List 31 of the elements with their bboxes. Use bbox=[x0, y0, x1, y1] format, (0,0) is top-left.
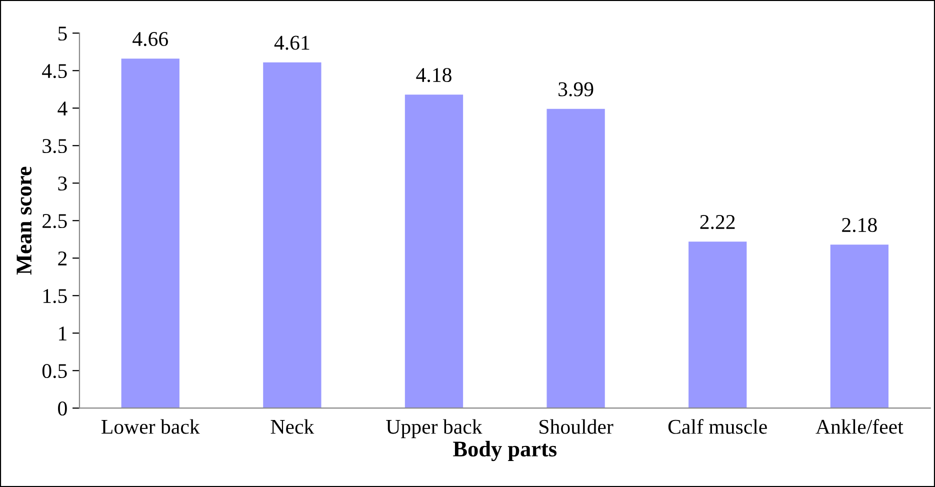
y-tick-label: 0.5 bbox=[42, 364, 67, 378]
y-tick-label: 5 bbox=[58, 26, 67, 41]
x-axis-title: Body parts bbox=[453, 440, 557, 462]
y-tick-label: 0 bbox=[58, 401, 67, 416]
x-tick-label: Shoulder bbox=[540, 419, 614, 434]
data-label: 4.18 bbox=[416, 68, 452, 82]
x-tick-label: Ankle/feet bbox=[816, 419, 904, 434]
data-label: 4.61 bbox=[274, 36, 310, 50]
bar bbox=[121, 58, 180, 408]
data-label: 3.99 bbox=[558, 82, 594, 96]
x-tick-label: Upper back bbox=[386, 419, 482, 438]
y-axis-title: Mean score bbox=[16, 166, 32, 275]
bar bbox=[546, 108, 605, 408]
y-tick-label: 2.5 bbox=[42, 214, 67, 228]
data-label: 2.18 bbox=[842, 218, 877, 232]
bar bbox=[263, 62, 322, 408]
y-tick-label: 1.5 bbox=[43, 289, 67, 304]
bar bbox=[830, 244, 888, 408]
y-tick-label: 4 bbox=[58, 102, 68, 116]
y-tick-label: 1 bbox=[59, 326, 66, 340]
data-label: 4.66 bbox=[132, 32, 168, 46]
bar bbox=[688, 242, 747, 408]
y-tick-label: 4.5 bbox=[42, 64, 67, 78]
y-tick-label: 3 bbox=[58, 176, 67, 191]
data-label: 2.22 bbox=[700, 215, 735, 230]
x-tick-label: Neck bbox=[270, 419, 314, 434]
y-tick-label: 2 bbox=[58, 252, 67, 266]
y-tick-label: 3.5 bbox=[42, 139, 67, 154]
bar bbox=[404, 94, 464, 408]
x-tick-label: Calf muscle bbox=[668, 419, 767, 434]
x-tick-label: Lower back bbox=[102, 419, 200, 434]
